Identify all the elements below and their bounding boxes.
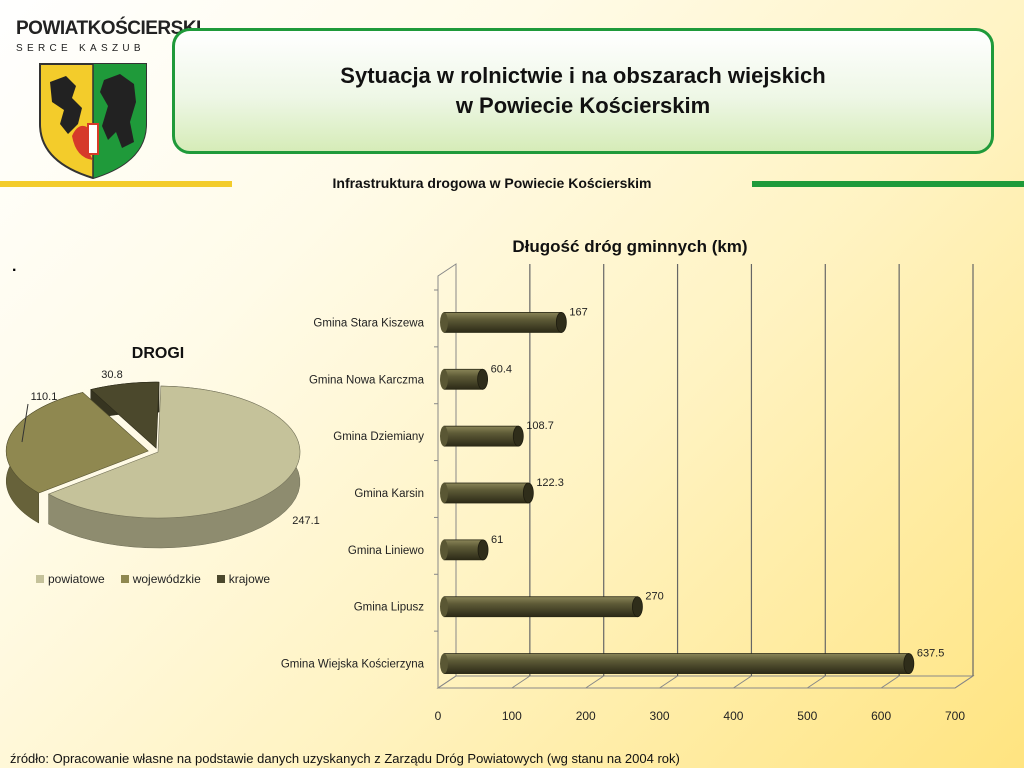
legend-label: krajowe — [228, 572, 271, 586]
bar-chart: Długość dróg gminnych (km) 0 100 200 300 400… — [281, 237, 975, 723]
x-tick-label: 300 — [650, 709, 670, 723]
gridline-floor — [659, 675, 678, 689]
page-title-line2: w Powiecie Kościerskim — [455, 93, 711, 118]
x-tick-label: 600 — [871, 709, 891, 723]
pie-value-label: 247.1 — [292, 515, 320, 527]
x-tick-label: 100 — [502, 709, 522, 723]
bar-value-label: 167 — [569, 306, 587, 318]
bar-start-cap — [440, 483, 448, 503]
bar-value-label: 122.3 — [536, 477, 564, 489]
pie-value-label: 30.8 — [101, 369, 122, 381]
bar-value-label: 270 — [645, 591, 663, 603]
legend-swatch — [216, 575, 225, 583]
y-category-label: Gmina Dziemiany — [333, 431, 424, 443]
bar-value-label: 637.5 — [917, 648, 945, 660]
y-category-label: Gmina Liniewo — [348, 545, 424, 557]
bar-end-cap — [477, 539, 489, 561]
bar — [443, 425, 519, 447]
gridline-floor — [511, 675, 531, 689]
chart-floor — [436, 675, 975, 689]
coat-of-arms-icon — [39, 63, 147, 180]
pie-leader-line — [21, 403, 29, 443]
logo-text: POWIATKOŚCIERSKI — [16, 18, 201, 39]
bar-end-cap — [512, 425, 524, 447]
gridline-floor — [585, 675, 604, 689]
y-category-label: Gmina Wiejska Kościerzyna — [281, 659, 425, 671]
section-subtitle: Infrastruktura drogowa w Powiecie Koście… — [332, 175, 652, 191]
legend-item-krajowe: krajowe — [216, 572, 271, 586]
bar-value-label: 60.4 — [491, 363, 512, 375]
logo-subtext: SERCE KASZUB — [16, 43, 145, 54]
x-tick-label: 500 — [797, 709, 817, 723]
bar-end-cap — [522, 482, 534, 504]
pie-slice-wojewódzkie — [5, 392, 149, 494]
x-tick-label: 400 — [723, 709, 743, 723]
x-tick-label: 0 — [435, 709, 442, 723]
bar-end-cap — [903, 653, 915, 674]
bar — [443, 312, 562, 333]
y-category-label: Gmina Stara Kiszewa — [313, 317, 424, 329]
county-logo: POWIATKOŚCIERSKI SERCE KASZUB — [10, 12, 201, 180]
bar-start-cap — [440, 596, 448, 617]
source-note: źródło: Opracowanie własne na podstawie … — [10, 751, 680, 766]
bar — [443, 653, 910, 674]
legend-item-wojewódzkie: wojewódzkie — [120, 572, 201, 586]
bar-value-label: 108.7 — [526, 420, 554, 432]
y-category-label: Gmina Lipusz — [354, 602, 425, 614]
gridline-floor — [880, 675, 900, 689]
y-category-label: Gmina Nowa Karczma — [309, 374, 425, 386]
x-tick-label: 700 — [945, 709, 965, 723]
bar-value-label: 61 — [491, 534, 503, 546]
legend-swatch — [120, 575, 129, 583]
gridline-floor — [807, 675, 826, 689]
bar-start-cap — [440, 539, 448, 560]
bar-start-cap — [440, 426, 448, 447]
bar-start-cap — [440, 653, 448, 674]
bar — [443, 596, 638, 618]
pie-legend: powiatowe wojewódzkie krajowe — [36, 572, 270, 586]
pie-title: DROGI — [132, 345, 184, 362]
bar — [443, 482, 529, 504]
divider-green — [752, 181, 1024, 187]
y-category-label: Gmina Karsin — [354, 488, 424, 500]
legend-item-powiatowe: powiatowe — [36, 572, 105, 586]
bar — [443, 368, 484, 390]
legend-swatch — [36, 575, 44, 583]
stray-dot: . — [12, 258, 17, 275]
bar-start-cap — [440, 369, 448, 390]
pie-slice-krajowe — [90, 381, 160, 449]
page-title-line1: Sytuacja w rolnictwie i na obszarach wie… — [340, 63, 826, 88]
gridline-floor — [954, 675, 974, 689]
bar-end-cap — [555, 312, 567, 333]
pie-slice-powiatowe — [47, 385, 301, 519]
legend-label: wojewódzkie — [132, 572, 201, 586]
bar-end-cap — [477, 368, 489, 390]
bar-start-cap — [440, 312, 448, 333]
legend-label: powiatowe — [48, 572, 105, 586]
gridline-floor — [733, 675, 752, 689]
title-banner: Sytuacja w rolnictwie i na obszarach wie… — [172, 28, 994, 154]
bar-chart-title: Długość dróg gminnych (km) — [512, 237, 747, 256]
bar — [443, 539, 484, 561]
divider-yellow — [0, 181, 232, 187]
bar-end-cap — [632, 596, 643, 618]
pie-chart: DROGI 247.1 110.1 30.8 — [5, 345, 320, 549]
x-tick-label: 200 — [576, 709, 596, 723]
pie-value-label: 110.1 — [31, 391, 58, 403]
